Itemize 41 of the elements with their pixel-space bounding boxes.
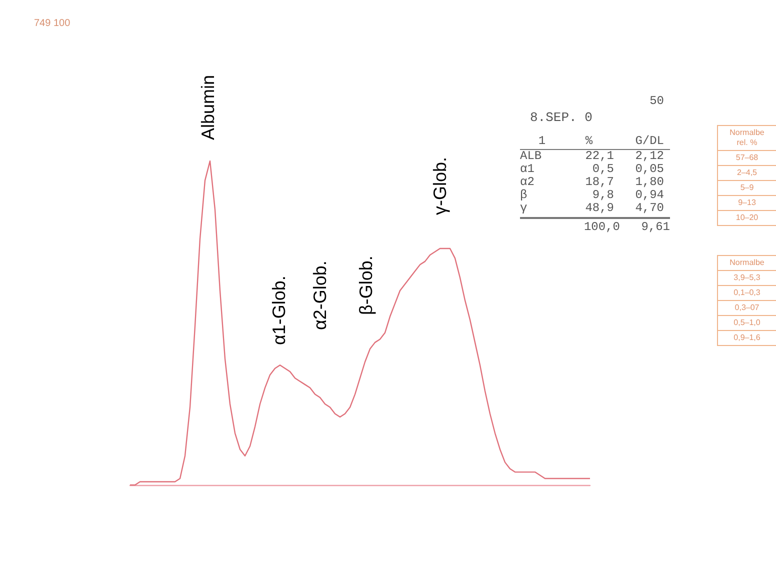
category-label: 0,5–1,0 (718, 316, 776, 331)
text: 1,80 (634, 175, 664, 189)
category-label: 0,3–07 (718, 301, 776, 316)
category-label: 10–20 (734, 212, 760, 224)
text: 0,05 (634, 162, 664, 176)
annotation: 100,0 (582, 220, 620, 234)
text: 9,8 (591, 188, 614, 202)
text: G/DL (634, 134, 664, 148)
text: rel. % (736, 138, 758, 148)
annotation: α2-Glob. (310, 260, 330, 330)
category-label: 5–9 (718, 181, 776, 196)
annotation: γ-Glob. (430, 156, 450, 215)
text: 2,12 (634, 149, 664, 163)
text: 50 (648, 94, 665, 110)
annotation: β (520, 188, 528, 202)
text: Normalbe (718, 258, 776, 268)
annotation: ALB (520, 149, 543, 163)
annotation: β-Glob. (356, 256, 376, 315)
annotation: α1-Glob. (269, 276, 289, 345)
annotation: 18,7 (584, 175, 614, 189)
text: Albumin (198, 74, 218, 140)
category-label: 3,9–5,3 (718, 271, 776, 286)
category-label: 9–13 (718, 196, 776, 211)
text: 0,5 (591, 162, 614, 176)
text: 8.SEP. 0 (529, 110, 594, 127)
annotation: 22,1 (584, 149, 614, 163)
text: 749 100 (34, 18, 70, 29)
text: Normalbe (728, 128, 766, 138)
annotation: α2 (520, 175, 536, 189)
text: 0,94 (634, 188, 664, 202)
category-label: 0,1–0,3 (718, 286, 776, 301)
category-label: 0,9–1,6 (732, 332, 762, 344)
text: 1 (537, 134, 547, 148)
text: % (584, 134, 594, 148)
text: 9,61 (640, 220, 670, 234)
annotation: α1 (520, 162, 536, 176)
annotation: 48,9 (584, 201, 614, 215)
category-label: 2–4,5 (718, 166, 776, 181)
annotation: γ (520, 201, 528, 215)
category-label: 57–68 (718, 151, 776, 166)
text: 4,70 (634, 201, 664, 215)
